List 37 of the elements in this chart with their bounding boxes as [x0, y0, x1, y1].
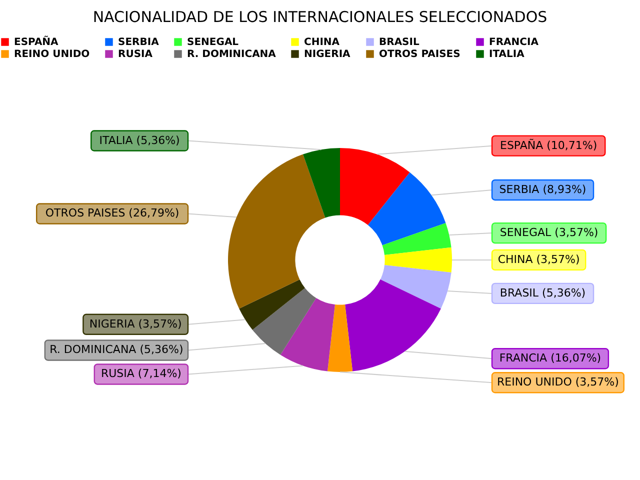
legend-label: SERBIA	[118, 37, 160, 48]
legend-label: R. DOMINICANA	[187, 49, 276, 60]
category-label: RUSIA (7,14%)	[100, 367, 182, 380]
category-label: REINO UNIDO (3,57%)	[496, 376, 619, 389]
category-label: ITALIA (5,36%)	[99, 134, 180, 147]
donut-slice	[382, 222, 452, 255]
legend-label: RUSIA	[118, 49, 153, 60]
category-label: SERBIA (8,93%)	[499, 182, 586, 196]
category-label: SENEGAL (3,57%)	[500, 226, 598, 240]
donut-slice	[368, 172, 446, 246]
category-label: FRANCIA (16,07%)	[499, 352, 602, 365]
category-label: R. DOMINICANA (5,36%)	[50, 343, 184, 356]
legend-label: REINO UNIDO	[14, 49, 90, 60]
category-label: OTROS PAISES (26,79%)	[45, 206, 180, 220]
donut-slice	[340, 148, 410, 225]
donut-slice	[252, 288, 316, 355]
legend-label: ESPAÑA	[14, 35, 59, 48]
donut-slice	[384, 247, 452, 272]
legend-label: OTROS PAISES	[379, 49, 460, 60]
donut-slice	[328, 304, 353, 372]
legend-label: SENEGAL	[187, 37, 240, 48]
donut-slice	[280, 298, 335, 372]
legend-label: CHINA	[304, 37, 340, 48]
donut-slice	[302, 148, 340, 218]
legend-label: BRASIL	[379, 37, 420, 48]
legend-label: FRANCIA	[489, 37, 539, 48]
legend-label: NIGERIA	[304, 49, 351, 60]
donut-slice	[228, 154, 326, 309]
donut-slice	[345, 279, 441, 372]
category-label: NIGERIA (3,57%)	[89, 317, 182, 330]
legend-label: ITALIA	[489, 49, 525, 60]
donut-slice	[239, 279, 305, 330]
category-label: BRASIL (5,36%)	[500, 286, 586, 300]
category-label: CHINA (3,57%)	[498, 252, 580, 266]
donut-slice	[380, 265, 452, 309]
category-label: ESPAÑA (10,71%)	[500, 138, 598, 152]
chart-title: NACIONALIDAD DE LOS INTERNACIONALES SELECCIONADOS	[92, 8, 548, 26]
